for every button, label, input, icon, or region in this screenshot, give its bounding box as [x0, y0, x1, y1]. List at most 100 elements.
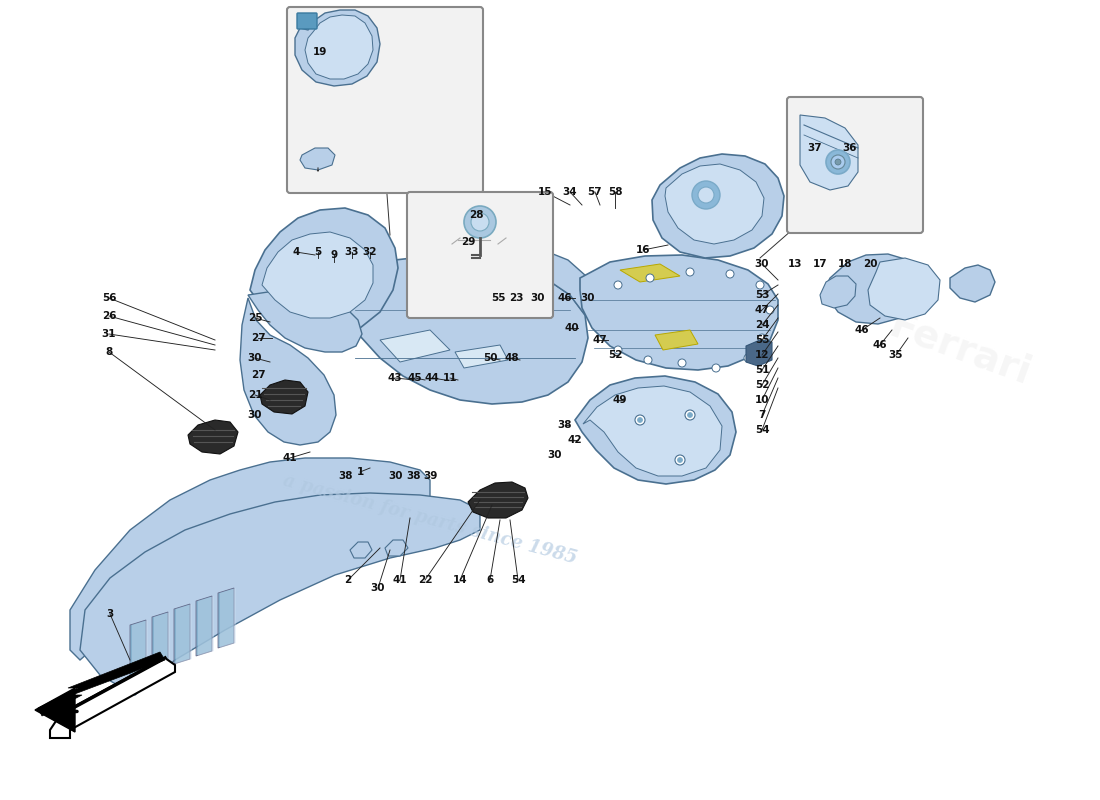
- Text: 30: 30: [388, 471, 404, 481]
- Text: Ferrari: Ferrari: [884, 307, 1036, 393]
- FancyBboxPatch shape: [287, 7, 483, 193]
- Polygon shape: [262, 232, 373, 318]
- Text: 52: 52: [755, 380, 769, 390]
- Polygon shape: [800, 115, 858, 190]
- Polygon shape: [130, 620, 146, 680]
- Text: 32: 32: [363, 247, 377, 257]
- Text: 12: 12: [755, 350, 769, 360]
- Text: 35: 35: [889, 350, 903, 360]
- Polygon shape: [385, 540, 408, 556]
- Polygon shape: [746, 340, 772, 366]
- Polygon shape: [176, 604, 192, 664]
- Polygon shape: [220, 588, 236, 648]
- Polygon shape: [620, 264, 680, 282]
- Text: 54: 54: [755, 425, 769, 435]
- Polygon shape: [70, 458, 430, 660]
- Polygon shape: [39, 652, 165, 716]
- Text: 27: 27: [251, 370, 265, 380]
- Circle shape: [675, 455, 685, 465]
- Circle shape: [835, 159, 842, 165]
- Polygon shape: [580, 255, 778, 370]
- Text: 5: 5: [315, 247, 321, 257]
- Polygon shape: [455, 345, 508, 368]
- Text: 47: 47: [755, 305, 769, 315]
- Text: 30: 30: [581, 293, 595, 303]
- Circle shape: [686, 268, 694, 276]
- Polygon shape: [868, 258, 940, 320]
- Polygon shape: [248, 290, 362, 352]
- Text: 48: 48: [505, 353, 519, 363]
- Text: 57: 57: [587, 187, 603, 197]
- Text: 36: 36: [843, 143, 857, 153]
- Text: 53: 53: [755, 290, 769, 300]
- Text: 43: 43: [387, 373, 403, 383]
- Text: 33: 33: [344, 247, 360, 257]
- Polygon shape: [666, 164, 764, 244]
- Text: 39: 39: [422, 471, 437, 481]
- Polygon shape: [300, 148, 336, 170]
- Polygon shape: [295, 10, 380, 86]
- Text: 55: 55: [755, 335, 769, 345]
- Polygon shape: [350, 542, 372, 558]
- Text: 19: 19: [312, 47, 327, 57]
- Polygon shape: [35, 688, 75, 732]
- Polygon shape: [379, 330, 450, 362]
- Text: 50: 50: [483, 353, 497, 363]
- Text: 30: 30: [548, 450, 562, 460]
- Text: 9: 9: [330, 250, 338, 260]
- Polygon shape: [575, 376, 736, 484]
- Text: 6: 6: [486, 575, 494, 585]
- Circle shape: [646, 274, 654, 282]
- Circle shape: [688, 413, 693, 418]
- Polygon shape: [174, 604, 190, 664]
- Text: 27: 27: [251, 333, 265, 343]
- Text: 30: 30: [755, 259, 769, 269]
- Text: 18: 18: [838, 259, 853, 269]
- Polygon shape: [240, 298, 336, 445]
- FancyBboxPatch shape: [297, 13, 317, 29]
- Polygon shape: [154, 612, 170, 672]
- Text: 49: 49: [613, 395, 627, 405]
- Polygon shape: [218, 588, 234, 648]
- Text: 29: 29: [461, 237, 475, 247]
- Text: 40: 40: [564, 323, 580, 333]
- Polygon shape: [654, 330, 698, 350]
- Polygon shape: [820, 276, 856, 308]
- Text: 56: 56: [101, 293, 117, 303]
- Text: 54: 54: [510, 575, 526, 585]
- Text: 30: 30: [248, 353, 262, 363]
- Text: 17: 17: [813, 259, 827, 269]
- Text: 25: 25: [248, 313, 262, 323]
- Text: 38: 38: [558, 420, 572, 430]
- Polygon shape: [196, 596, 212, 656]
- Circle shape: [826, 150, 850, 174]
- Polygon shape: [188, 420, 238, 454]
- Polygon shape: [132, 620, 148, 680]
- Polygon shape: [340, 256, 588, 404]
- Text: 37: 37: [807, 143, 823, 153]
- Text: 14: 14: [453, 575, 468, 585]
- Text: 21: 21: [248, 390, 262, 400]
- Text: 34: 34: [563, 187, 578, 197]
- Circle shape: [726, 270, 734, 278]
- Polygon shape: [583, 386, 722, 476]
- Polygon shape: [152, 612, 168, 672]
- Text: 52: 52: [607, 350, 623, 360]
- Text: 4: 4: [293, 247, 299, 257]
- Text: 30: 30: [371, 583, 385, 593]
- Circle shape: [638, 418, 642, 422]
- Text: 3: 3: [107, 609, 113, 619]
- Circle shape: [464, 206, 496, 238]
- Circle shape: [766, 306, 774, 314]
- Circle shape: [698, 187, 714, 203]
- Text: 7: 7: [758, 410, 766, 420]
- Text: 24: 24: [755, 320, 769, 330]
- Text: 26: 26: [101, 311, 117, 321]
- Text: 42: 42: [568, 435, 582, 445]
- Circle shape: [635, 415, 645, 425]
- Circle shape: [712, 364, 720, 372]
- Polygon shape: [250, 208, 398, 336]
- Text: 38: 38: [339, 471, 353, 481]
- Circle shape: [744, 354, 752, 362]
- Text: 20: 20: [862, 259, 878, 269]
